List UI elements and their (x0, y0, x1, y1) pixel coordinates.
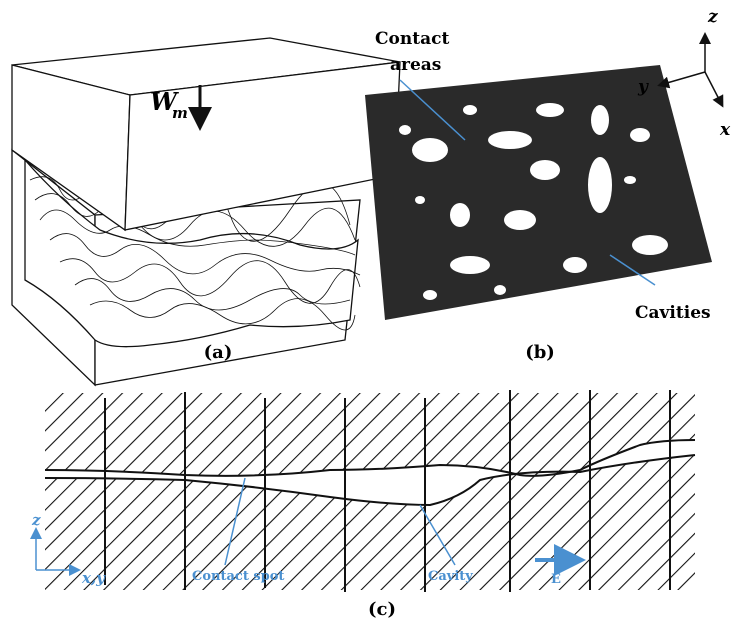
lower-body (45, 455, 695, 590)
annotation: Cavities (635, 303, 711, 323)
annotation: areas (390, 55, 441, 75)
upper-body (45, 393, 695, 476)
load-subscript: m (172, 104, 188, 122)
axes-glyph (660, 35, 722, 105)
annotation: Contact spot (192, 569, 284, 584)
annotation: E (551, 572, 561, 587)
panel-label: (b) (525, 342, 555, 363)
panel-c (36, 390, 695, 592)
axis-label: z (31, 511, 41, 529)
panel-a (12, 38, 400, 385)
annotation: Cavity (428, 569, 473, 584)
contact-map (365, 65, 712, 320)
panel-b (365, 35, 722, 320)
axis-label: z (707, 7, 718, 27)
axis-label: y (637, 77, 649, 97)
axis-label: x (719, 120, 731, 140)
figure: W m (a) Contact areas Cavities z y x (b) (0, 0, 736, 629)
annotation: Contact (375, 29, 449, 49)
axis-label: x,y (81, 569, 106, 587)
panel-label: (a) (204, 342, 233, 363)
panel-label: (c) (368, 599, 396, 620)
